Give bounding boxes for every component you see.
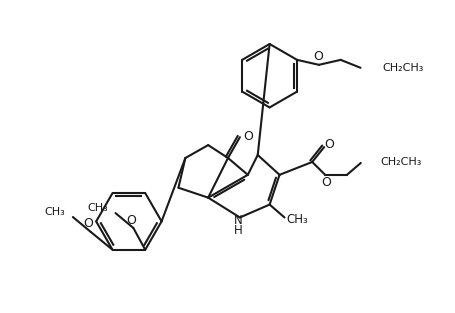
Text: CH₂CH₃: CH₂CH₃ xyxy=(382,63,424,73)
Text: O: O xyxy=(243,130,253,143)
Text: O: O xyxy=(324,138,334,151)
Text: H: H xyxy=(233,224,242,237)
Text: O: O xyxy=(126,213,136,227)
Text: N: N xyxy=(233,214,242,227)
Text: CH₃: CH₃ xyxy=(287,213,308,226)
Text: O: O xyxy=(83,218,93,230)
Text: CH₃: CH₃ xyxy=(87,203,108,213)
Text: CH₂CH₃: CH₂CH₃ xyxy=(381,157,422,167)
Text: O: O xyxy=(321,176,331,189)
Text: O: O xyxy=(313,50,323,64)
Text: CH₃: CH₃ xyxy=(45,207,66,217)
